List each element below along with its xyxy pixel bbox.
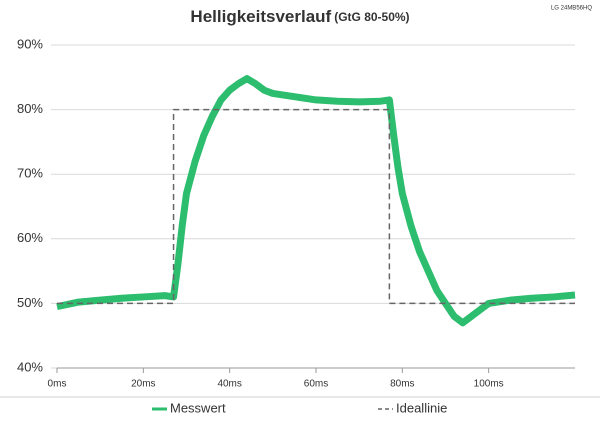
chart-title-group: Helligkeitsverlauf (GtG 80-50%) (190, 7, 409, 26)
legend-label: Messwert (170, 400, 226, 415)
legend-label: Ideallinie (396, 400, 447, 415)
x-tick-label: 60ms (304, 379, 328, 390)
y-tick-label: 70% (17, 166, 43, 181)
chart-subtitle: (GtG 80-50%) (334, 10, 409, 24)
x-tick-label: 100ms (474, 379, 504, 390)
y-tick-label: 50% (17, 295, 43, 310)
x-tick-label: 80ms (390, 379, 414, 390)
x-tick-label: 20ms (131, 379, 155, 390)
annotation: LG 24MB56HQ (551, 6, 592, 12)
chart-title: Helligkeitsverlauf (190, 7, 331, 26)
series-line (56, 75, 576, 327)
series-line (57, 108, 575, 305)
y-tick-label: 90% (17, 36, 43, 51)
x-tick-label: 40ms (217, 379, 241, 390)
x-tick-label: 0ms (48, 379, 67, 390)
y-tick-label: 80% (17, 101, 43, 116)
y-tick-label: 60% (17, 230, 43, 245)
y-tick-label: 40% (17, 359, 43, 374)
